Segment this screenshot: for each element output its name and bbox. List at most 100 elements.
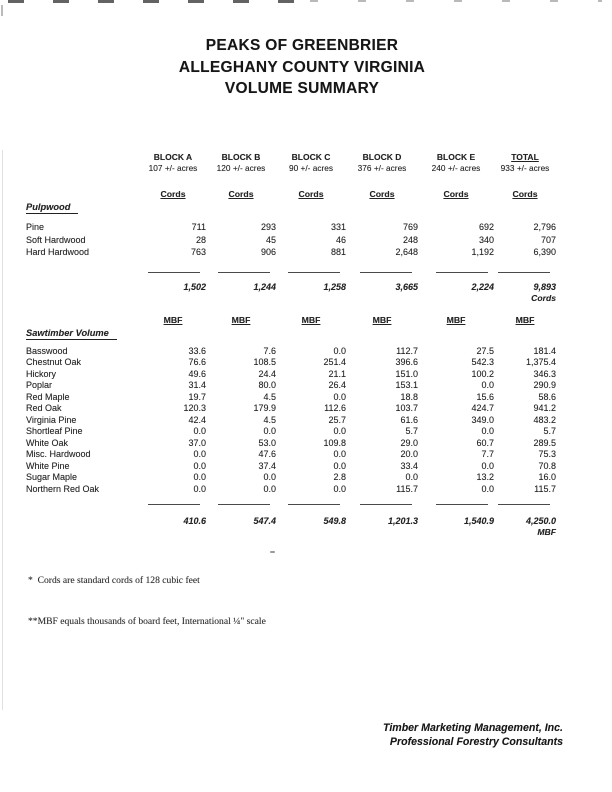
- cell-value: 906: [260, 247, 276, 258]
- table-row: Red Oak 120.3 179.9 112.6 103.7 424.7 941.2: [26, 403, 556, 415]
- footnote-mbf: **MBF equals thousands of board feet, In…: [28, 615, 266, 627]
- column-acres: 90 +/- acres: [288, 163, 334, 173]
- cell-value: 881: [330, 247, 346, 258]
- pulpwood-total: 2,224: [471, 282, 494, 293]
- row-label: Virginia Pine: [26, 414, 77, 425]
- cell-value: 0.0: [263, 426, 276, 437]
- subtotal-rule: [360, 503, 412, 505]
- sawtimber-total: 410.6: [183, 515, 206, 526]
- cell-value: 542.3: [471, 357, 494, 368]
- cell-value: 109.8: [323, 437, 346, 448]
- cell-value: 37.0: [188, 437, 206, 448]
- pulpwood-total: 1,258: [323, 282, 346, 293]
- cell-value: 103.7: [395, 403, 418, 414]
- unit-header-mbf: MBF: [515, 315, 535, 326]
- subtotal-rule: [436, 272, 488, 274]
- cell-value: 0.0: [333, 460, 346, 471]
- cell-value: 0.0: [333, 426, 346, 437]
- mbf-unit-row: MBF MBF MBF MBF MBF MBF: [26, 313, 556, 325]
- cell-value: 2,648: [395, 247, 418, 258]
- cell-value: 112.7: [396, 345, 418, 356]
- pulpwood-subtotal-rule-row: [26, 269, 556, 274]
- sawtimber-total: 4,250.0: [525, 515, 556, 526]
- cell-value: 60.7: [476, 437, 494, 448]
- table-row: Red Maple 19.7 4.5 0.0 18.8 15.6 58.6: [26, 391, 556, 403]
- cell-value: 5.7: [405, 426, 418, 437]
- column-acres: 933 +/- acres: [500, 163, 550, 173]
- sawtimber-total: 1,540.9: [463, 515, 494, 526]
- cell-value: 293: [260, 222, 276, 233]
- footnotes: * Cords are standard cords of 128 cubic …: [28, 546, 266, 656]
- column-name: BLOCK D: [362, 152, 402, 162]
- cell-value: 75.3: [538, 449, 556, 460]
- row-label: Chestnut Oak: [26, 357, 82, 368]
- table-row: Sugar Maple 0.0 0.0 2.8 0.0 13.2 16.0: [26, 472, 556, 484]
- pulpwood-totals-unit-row: Cords: [26, 292, 556, 303]
- footnote-cords: * Cords are standard cords of 128 cubic …: [28, 574, 200, 586]
- unit-header-cords: Cords: [443, 189, 469, 199]
- pulpwood-total: 9,893: [533, 282, 556, 293]
- cell-value: 0.0: [193, 460, 206, 471]
- subtotal-rule: [148, 503, 200, 505]
- pulpwood-total: 1,502: [183, 282, 206, 293]
- cell-value: 47.6: [258, 449, 276, 460]
- cell-value: 112.6: [324, 403, 346, 414]
- subtotal-rule: [288, 503, 340, 505]
- cell-value: 0.0: [263, 483, 276, 494]
- cell-value: 179.9: [253, 403, 276, 414]
- scan-artifact: [2, 150, 3, 710]
- cell-value: 31.4: [188, 380, 206, 391]
- column-header-block-a: BLOCK A 107 +/- acres: [140, 150, 206, 174]
- cell-value: 331: [330, 222, 346, 233]
- table-row: Hickory 49.6 24.4 21.1 151.0 100.2 346.3: [26, 368, 556, 380]
- cell-value: 0.0: [263, 472, 276, 483]
- cell-value: 27.5: [476, 345, 494, 356]
- cell-value: 29.0: [400, 437, 418, 448]
- column-acres: 120 +/- acres: [216, 163, 266, 173]
- column-name: TOTAL: [511, 152, 539, 162]
- unit-header-cords: Cords: [228, 189, 254, 199]
- cell-value: 24.4: [258, 368, 276, 379]
- table-row: Virginia Pine 42.4 4.5 25.7 61.6 349.0 483.2: [26, 414, 556, 426]
- cell-value: 4.5: [263, 414, 276, 425]
- column-header-block-e: BLOCK E 240 +/- acres: [418, 150, 494, 174]
- cell-value: 153.1: [395, 380, 418, 391]
- subtotal-rule: [498, 272, 550, 274]
- sawtimber-heading-row: Sawtimber Volume: [26, 325, 556, 341]
- subtotal-rule: [288, 272, 340, 274]
- scan-artifact: [8, 0, 308, 3]
- cell-value: 0.0: [481, 380, 494, 391]
- cell-value: 4.5: [263, 391, 276, 402]
- sawtimber-totals-unit: MBF: [537, 526, 556, 537]
- column-name: BLOCK C: [291, 152, 331, 162]
- pulpwood-totals-unit: Cords: [531, 293, 556, 304]
- sawtimber-totals-row: 410.6 547.4 549.8 1,201.3 1,540.9 4,250.…: [26, 514, 556, 526]
- unit-header-cords: Cords: [512, 189, 538, 199]
- row-label: Misc. Hardwood: [26, 449, 91, 460]
- cell-value: 340: [478, 234, 494, 245]
- pulpwood-totals-row: 1,502 1,244 1,258 3,665 2,224 9,893: [26, 280, 556, 292]
- cell-value: 33.6: [188, 345, 206, 356]
- title-line-2: ALLEGHANY COUNTY VIRGINIA: [178, 58, 426, 76]
- row-label: White Oak: [26, 437, 69, 448]
- volume-summary-table: BLOCK A 107 +/- acres BLOCK B 120 +/- ac…: [26, 150, 556, 537]
- cell-value: 1,192: [471, 247, 494, 258]
- cell-value: 100.2: [471, 368, 494, 379]
- cell-value: 49.6: [188, 368, 206, 379]
- cell-value: 46: [335, 234, 346, 245]
- table-row: White Oak 37.0 53.0 109.8 29.0 60.7 289.5: [26, 437, 556, 449]
- cords-unit-row: Cords Cords Cords Cords Cords Cords: [26, 187, 556, 199]
- cell-value: 692: [478, 222, 494, 233]
- cell-value: 115.7: [534, 483, 556, 494]
- cell-value: 15.6: [476, 391, 494, 402]
- cell-value: 13.2: [476, 472, 494, 483]
- column-acres: 376 +/- acres: [357, 163, 407, 173]
- cell-value: 346.3: [533, 368, 556, 379]
- row-label: Shortleaf Pine: [26, 426, 83, 437]
- row-label: Sugar Maple: [26, 472, 78, 483]
- sawtimber-subtotal-rule-row: [26, 501, 556, 505]
- unit-header-mbf: MBF: [163, 315, 183, 326]
- cell-value: 251.4: [323, 357, 346, 368]
- cell-value: 151.0: [395, 368, 418, 379]
- cell-value: 248: [402, 234, 418, 245]
